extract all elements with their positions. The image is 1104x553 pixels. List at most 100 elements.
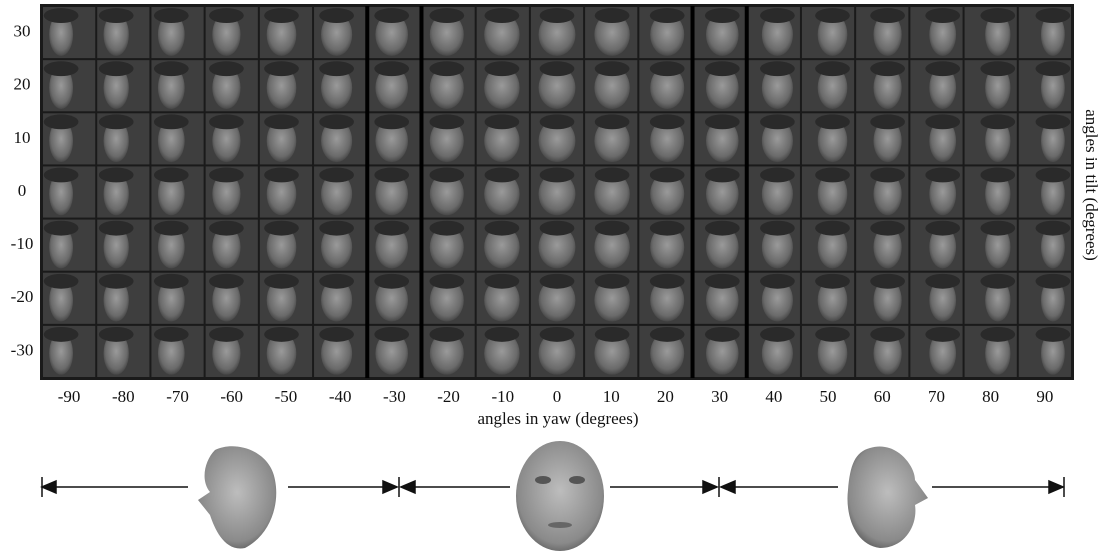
hair bbox=[705, 61, 740, 76]
hair bbox=[264, 114, 299, 129]
face-image bbox=[694, 60, 746, 111]
face-image bbox=[531, 7, 583, 58]
face-image bbox=[965, 273, 1017, 324]
face-grid bbox=[43, 6, 1071, 378]
hair bbox=[429, 61, 464, 76]
hair bbox=[209, 168, 244, 183]
face-image bbox=[694, 166, 746, 217]
hair bbox=[154, 168, 189, 183]
face-model-profile-left bbox=[198, 446, 276, 548]
hair bbox=[44, 221, 79, 236]
yaw-label: 50 bbox=[820, 387, 837, 406]
hair bbox=[540, 221, 575, 236]
face-image bbox=[748, 166, 800, 217]
hair bbox=[540, 274, 575, 289]
hair bbox=[209, 221, 244, 236]
hair bbox=[595, 274, 630, 289]
hair bbox=[650, 168, 685, 183]
hair bbox=[374, 274, 409, 289]
hair bbox=[595, 168, 630, 183]
face-image bbox=[856, 326, 908, 377]
hair bbox=[374, 327, 409, 342]
hair bbox=[374, 114, 409, 129]
face-image bbox=[43, 113, 95, 164]
hair bbox=[1036, 221, 1071, 236]
face-image bbox=[856, 273, 908, 324]
hair bbox=[925, 327, 960, 342]
arrow-head bbox=[1049, 481, 1063, 493]
face-image bbox=[965, 60, 1017, 111]
hair bbox=[815, 221, 850, 236]
face-image bbox=[368, 166, 420, 217]
hair bbox=[705, 114, 740, 129]
face-shape bbox=[847, 446, 928, 548]
face-image bbox=[531, 113, 583, 164]
yaw-label: 20 bbox=[657, 387, 674, 406]
yaw-label: -30 bbox=[383, 387, 406, 406]
hair bbox=[264, 8, 299, 23]
face-image bbox=[585, 60, 637, 111]
hair bbox=[760, 168, 795, 183]
yaw-label: -90 bbox=[58, 387, 81, 406]
face-image bbox=[368, 273, 420, 324]
face-image bbox=[206, 7, 258, 58]
hair bbox=[815, 114, 850, 129]
face-image bbox=[260, 113, 312, 164]
hair bbox=[99, 61, 134, 76]
face-image bbox=[97, 7, 149, 58]
hair bbox=[154, 327, 189, 342]
face-image bbox=[694, 273, 746, 324]
hair bbox=[650, 327, 685, 342]
hair bbox=[429, 221, 464, 236]
face-image bbox=[206, 60, 258, 111]
hair bbox=[99, 168, 134, 183]
face-image bbox=[206, 326, 258, 377]
arrow-head bbox=[703, 481, 717, 493]
face-shape bbox=[198, 446, 276, 548]
face-image bbox=[422, 60, 474, 111]
face-image bbox=[151, 7, 203, 58]
face-model-profile-right bbox=[847, 446, 928, 548]
hair bbox=[485, 327, 520, 342]
face-image bbox=[1019, 326, 1071, 377]
hair bbox=[815, 8, 850, 23]
figure: angles in yaw (degrees) angles in tilt (… bbox=[0, 0, 1104, 553]
arrow-head bbox=[383, 481, 397, 493]
face-image bbox=[639, 7, 691, 58]
hair bbox=[429, 8, 464, 23]
hair bbox=[870, 114, 905, 129]
face-image bbox=[151, 273, 203, 324]
hair bbox=[595, 221, 630, 236]
yaw-label: -60 bbox=[220, 387, 243, 406]
hair bbox=[595, 8, 630, 23]
yaw-label: 10 bbox=[603, 387, 620, 406]
face-image bbox=[639, 113, 691, 164]
face-image bbox=[206, 273, 258, 324]
tilt-label: 30 bbox=[14, 21, 31, 40]
face-model-frontal bbox=[516, 441, 604, 551]
yaw-label: -50 bbox=[275, 387, 298, 406]
face-image bbox=[802, 220, 854, 271]
hair bbox=[99, 274, 134, 289]
face-image bbox=[965, 220, 1017, 271]
face-image bbox=[422, 7, 474, 58]
hair bbox=[319, 274, 354, 289]
x-axis-label: angles in yaw (degrees) bbox=[478, 409, 639, 428]
hair bbox=[154, 8, 189, 23]
hair bbox=[650, 221, 685, 236]
hair bbox=[650, 61, 685, 76]
hair bbox=[1036, 327, 1071, 342]
hair bbox=[815, 327, 850, 342]
face-image bbox=[314, 220, 366, 271]
face-image bbox=[748, 326, 800, 377]
face-image bbox=[965, 113, 1017, 164]
face-image bbox=[910, 273, 962, 324]
hair bbox=[925, 61, 960, 76]
hair bbox=[815, 61, 850, 76]
yaw-label: -10 bbox=[491, 387, 514, 406]
face-image bbox=[639, 60, 691, 111]
hair bbox=[1036, 168, 1071, 183]
hair bbox=[319, 8, 354, 23]
face-image bbox=[694, 326, 746, 377]
hair bbox=[540, 327, 575, 342]
